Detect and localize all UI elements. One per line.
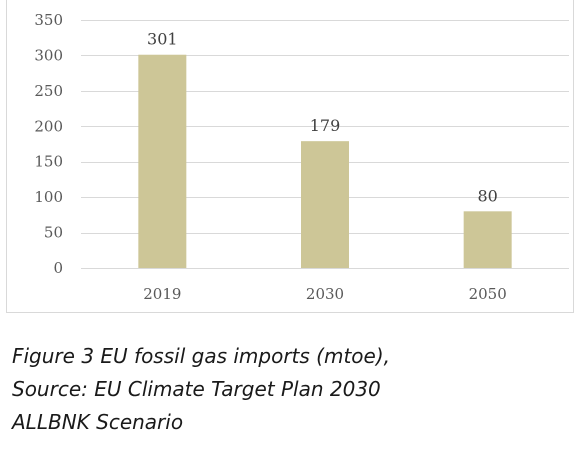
y-tick-label-100: 100 [34,188,63,206]
data-labels: 301 179 80 [147,30,498,206]
y-tick-label-0: 0 [53,259,63,277]
figure-caption: Figure 3 EU fossil gas imports (mtoe), S… [12,340,572,439]
y-tick-label-300: 300 [34,46,63,64]
data-label-2019: 301 [147,30,178,49]
x-tick-label-2050: 2050 [469,285,507,303]
x-axis-ticks: 2019 2030 2050 [143,285,507,303]
y-tick-label-350: 350 [34,11,63,29]
bars [138,54,512,268]
bar-2019 [138,54,187,268]
x-tick-label-2019: 2019 [143,285,181,303]
x-tick-label-2030: 2030 [306,285,344,303]
caption-line-1: Figure 3 EU fossil gas imports (mtoe), [12,344,390,368]
bar-2050 [463,211,512,268]
y-tick-label-200: 200 [34,117,63,135]
y-tick-label-50: 50 [44,224,63,242]
data-label-2050: 80 [477,186,497,205]
y-axis-ticks: 0 50 100 150 200 250 300 350 [34,11,63,277]
data-label-2030: 179 [310,116,341,135]
chart-frame: 0 50 100 150 200 250 300 350 301 179 80 2019 2030 2… [6,0,574,313]
y-tick-label-150: 150 [34,153,63,171]
caption-line-2: Source: EU Climate Target Plan 2030 [12,377,381,401]
bar-2030 [301,141,349,268]
caption-line-3: ALLBNK Scenario [12,410,184,434]
y-tick-label-250: 250 [34,82,63,100]
